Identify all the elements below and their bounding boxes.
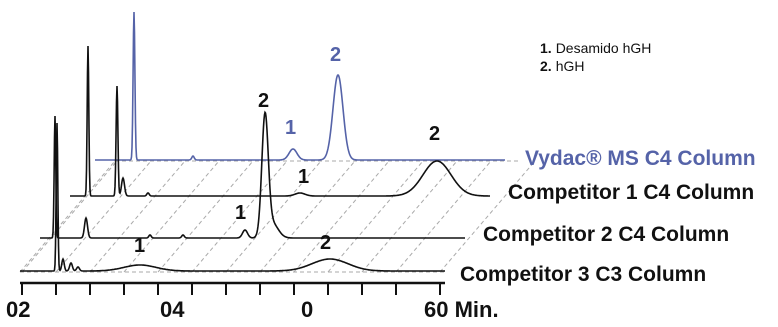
tick-label-1: 02 <box>6 297 30 322</box>
tick-label-3: 0 <box>301 297 313 322</box>
legend-item-1: 1. Desamido hGH <box>540 40 651 56</box>
peak-label-competitor-2-1: 1 <box>235 202 246 224</box>
tick-label-2: 04 <box>160 297 185 322</box>
legend: 1. Desamido hGH 2. hGH <box>540 40 651 74</box>
legend-label-2: hGH <box>556 58 585 74</box>
traces <box>20 11 505 272</box>
legend-number-1: 1. <box>540 40 552 56</box>
grid-diagonal-10 <box>327 160 424 273</box>
trace-vydac <box>95 11 505 161</box>
legend-label-1: Desamido hGH <box>556 40 652 56</box>
grid-diagonal-3 <box>89 160 186 273</box>
trace-competitor-1 <box>70 45 490 197</box>
grid-diagonal-4 <box>123 160 220 273</box>
perspective-grid <box>21 160 536 273</box>
trace-competitor-3 <box>20 122 445 272</box>
peak-label-competitor-3-2: 2 <box>320 232 331 254</box>
legend-item-2: 2. hGH <box>540 58 584 74</box>
peak-label-vydac-1: 1 <box>285 117 296 139</box>
series-label-competitor-1: Competitor 1 C4 Column <box>508 181 754 204</box>
x-axis-ticks <box>21 283 441 295</box>
peak-label-competitor-1-2: 2 <box>429 123 440 145</box>
grid-diagonal-1 <box>21 160 118 273</box>
legend-number-2: 2. <box>540 58 552 74</box>
grid-diagonal-13 <box>439 160 536 273</box>
grid-diagonal-2 <box>55 160 152 273</box>
grid-diagonal-6 <box>191 160 288 273</box>
grid-diagonal-11 <box>361 160 458 273</box>
tick-label-4: 60 Min. <box>424 297 499 322</box>
grid-diagonal-9 <box>293 160 390 273</box>
grid-diagonal-5 <box>157 160 254 273</box>
series-label-vydac: Vydac® MS C4 Column <box>525 147 756 170</box>
trace-competitor-2 <box>40 110 465 239</box>
baseline-planes <box>19 160 520 273</box>
plane-left-edge <box>19 160 116 273</box>
series-label-competitor-2: Competitor 2 C4 Column <box>483 223 729 246</box>
peak-label-competitor-1-1: 1 <box>298 166 309 188</box>
peak-label-vydac-2: 2 <box>330 44 341 66</box>
grid-diagonal-8 <box>259 160 356 273</box>
peak-label-competitor-2-2: 2 <box>258 90 269 112</box>
peak-label-competitor-3-1: 1 <box>134 235 145 257</box>
series-label-competitor-3: Competitor 3 C3 Column <box>460 263 706 286</box>
grid-diagonal-12 <box>395 160 492 273</box>
